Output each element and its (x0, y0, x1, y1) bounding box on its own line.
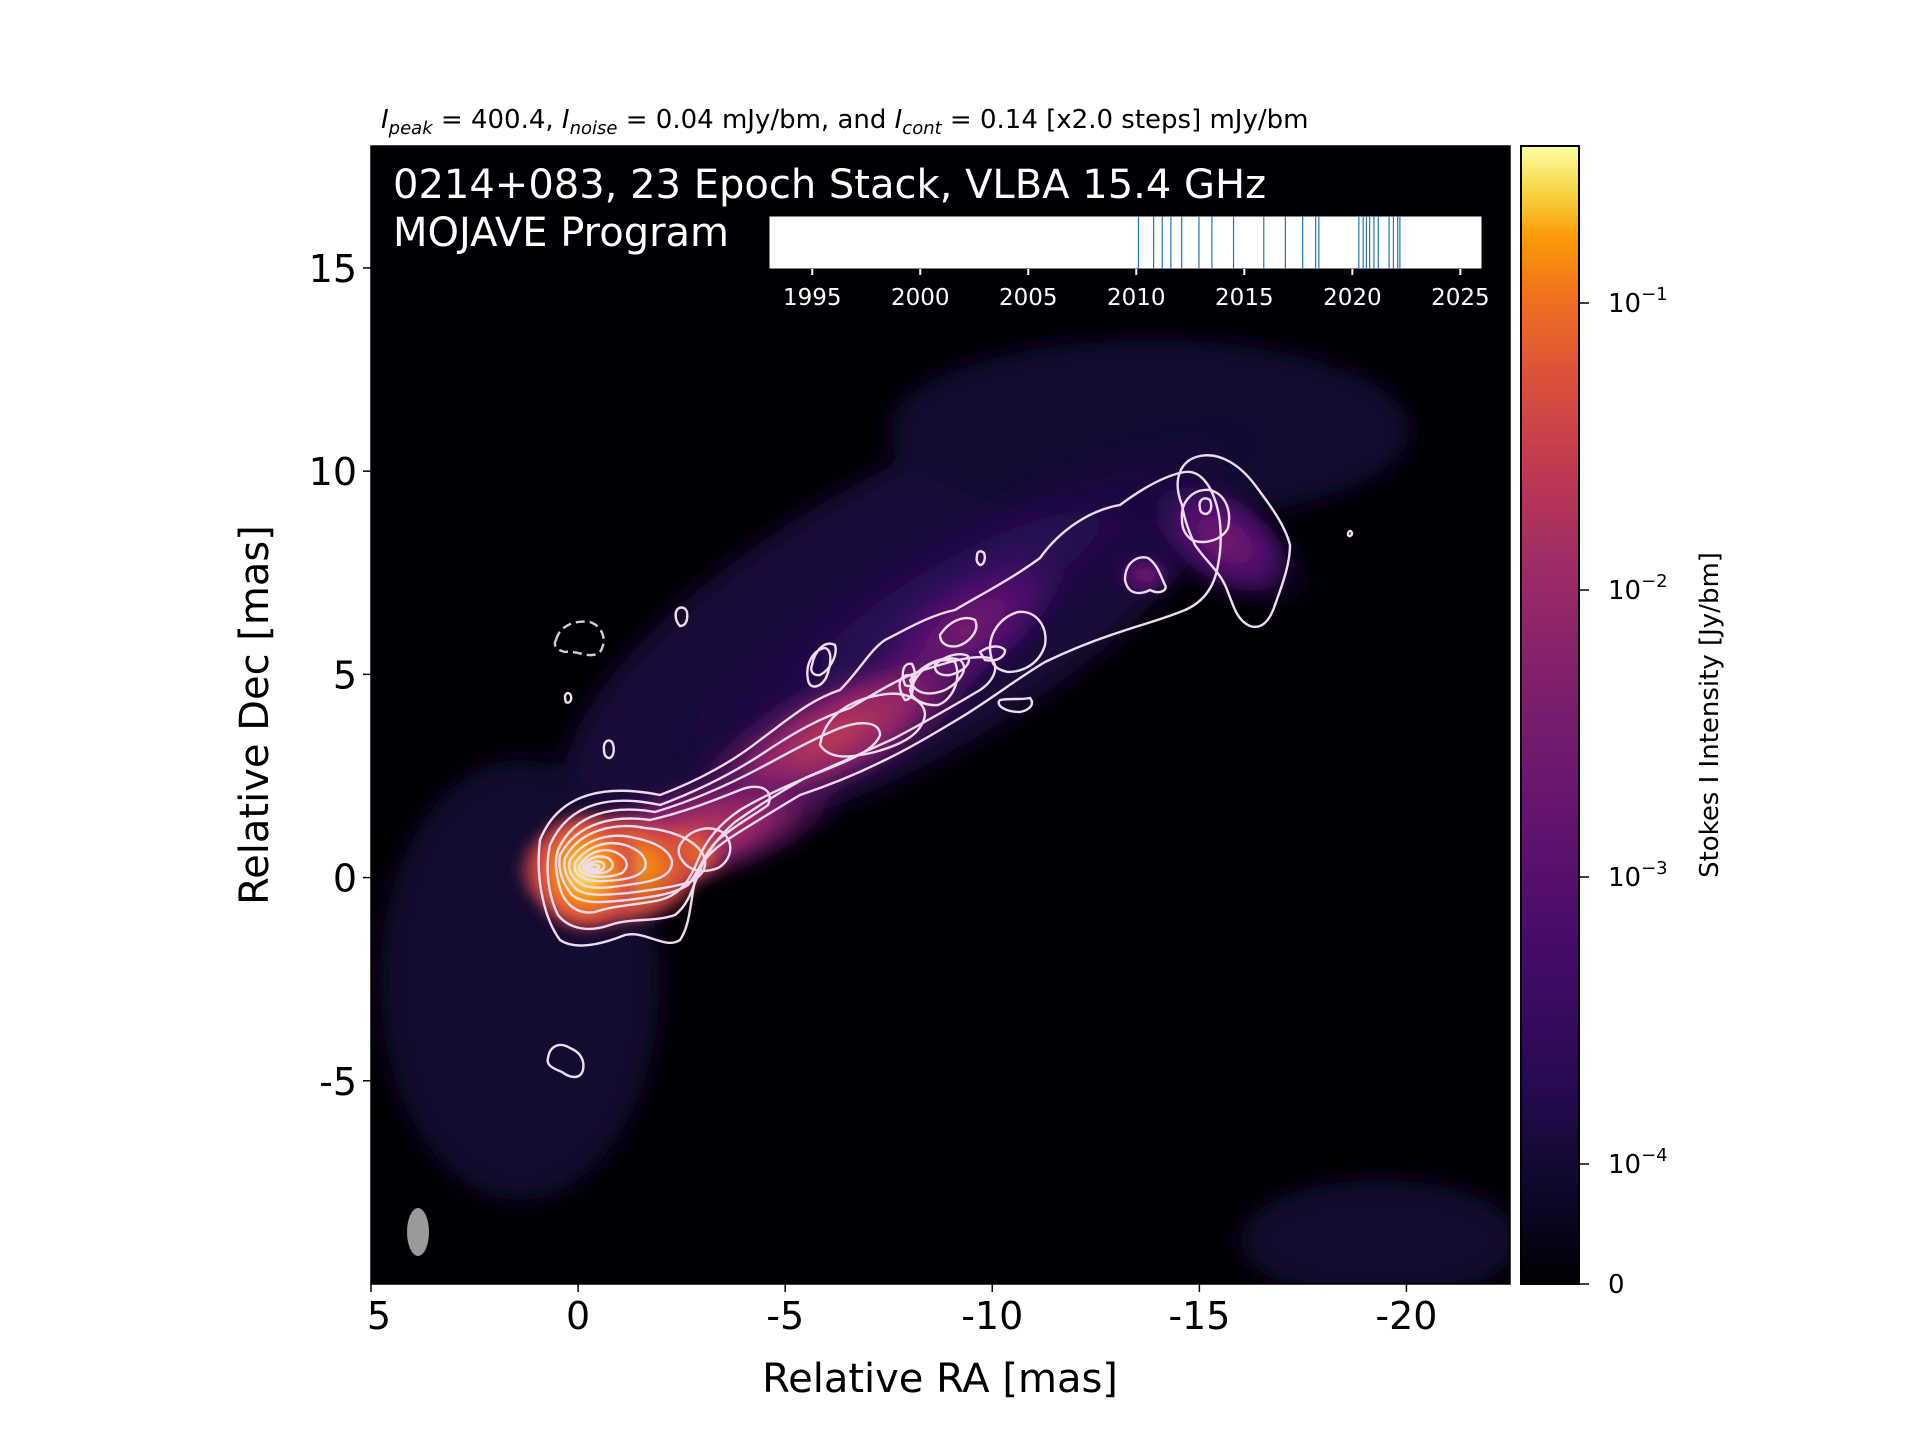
colorbar-tick-label: 0 (1608, 1270, 1625, 1300)
x-tick-label: -20 (1375, 1294, 1437, 1338)
contours (537, 454, 1354, 1079)
image-statistics-header: Ipeak = 400.4, Inoise = 0.04 mJy/bm, and… (381, 105, 1308, 139)
timeline-tick-label: 2005 (999, 285, 1058, 311)
cont-symbol: I (895, 105, 903, 135)
peak-symbol: I (381, 105, 389, 135)
timeline-tick-label: 1995 (783, 285, 842, 311)
cont-text: = 0.14 [x2.0 steps] mJy/bm (942, 105, 1309, 135)
negative-contour (553, 620, 605, 657)
epoch-timeline: 1995 2000 2005 2010 2015 2020 2025 (768, 215, 1490, 311)
timeline-tick-label: 2000 (891, 285, 950, 311)
x-tick-label: -5 (766, 1294, 804, 1338)
x-tick-label: 0 (566, 1294, 590, 1338)
y-axis-ticks: 15 10 5 0 -5 (309, 247, 371, 1104)
restoring-beam (407, 1208, 429, 1256)
colorbar-tick-label: 10−2 (1608, 571, 1668, 606)
x-tick-label: 5 (367, 1294, 391, 1338)
timeline-tick-label: 2025 (1431, 285, 1490, 311)
intensity-map (370, 145, 1511, 1285)
colorbar-tick-label: 10−4 (1608, 1145, 1668, 1180)
timeline-tick-label: 2015 (1215, 285, 1274, 311)
y-tick-label: -5 (319, 1060, 357, 1104)
noise-text: = 0.04 mJy/bm, and (617, 105, 894, 135)
source-title: 0214+083, 23 Epoch Stack, VLBA 15.4 GHz (393, 162, 1266, 208)
y-axis-label: Relative Dec [mas] (232, 525, 278, 905)
y-tick-label: 5 (333, 653, 357, 697)
cont-subscript: cont (902, 118, 942, 139)
y-tick-label: 0 (333, 857, 357, 901)
y-tick-label: 10 (309, 450, 357, 494)
noise-symbol: I (562, 105, 570, 135)
peak-text: = 400.4, (433, 105, 562, 135)
x-tick-label: -15 (1168, 1294, 1230, 1338)
colorbar-label: Stokes I Intensity [Jy/bm] (1695, 552, 1725, 878)
noise-subscript: noise (570, 118, 618, 139)
colorbar: 10−1 10−2 10−3 10−4 0 Stokes I Intensity [Jy… (1520, 145, 1725, 1300)
x-axis-ticks: 5 0 -5 -10 -15 -20 (367, 1284, 1437, 1338)
x-tick-label: -10 (961, 1294, 1023, 1338)
peak-subscript: peak (388, 118, 435, 139)
x-axis-label: Relative RA [mas] (762, 1356, 1118, 1402)
program-title: MOJAVE Program (393, 210, 729, 256)
colorbar-tick-label: 10−1 (1608, 284, 1668, 319)
timeline-tick-label: 2020 (1323, 285, 1382, 311)
y-tick-label: 15 (309, 247, 357, 291)
colorbar-tick-label: 10−3 (1608, 858, 1668, 893)
timeline-tick-label: 2010 (1107, 285, 1166, 311)
